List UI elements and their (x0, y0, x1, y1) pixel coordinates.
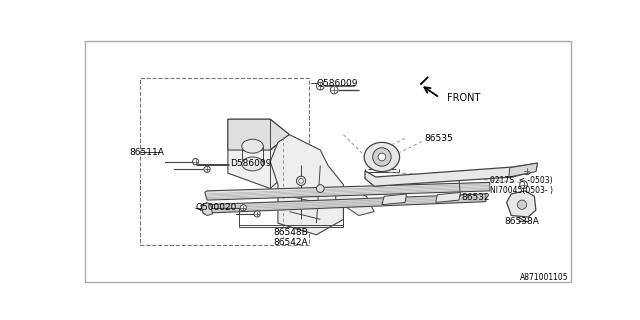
Ellipse shape (364, 142, 399, 172)
Circle shape (254, 211, 260, 217)
Polygon shape (507, 191, 536, 217)
Circle shape (330, 86, 338, 94)
Text: Q500020: Q500020 (196, 203, 237, 212)
Polygon shape (228, 119, 289, 150)
Circle shape (316, 185, 324, 192)
Text: 0217S  < -0503): 0217S < -0503) (490, 176, 553, 185)
Circle shape (517, 200, 527, 209)
Circle shape (520, 181, 527, 188)
Polygon shape (201, 203, 212, 215)
Bar (140, 78, 308, 245)
Circle shape (378, 153, 386, 161)
Circle shape (204, 166, 210, 172)
Text: 86532: 86532 (461, 193, 490, 202)
Text: 86511A: 86511A (129, 148, 164, 157)
Polygon shape (336, 188, 374, 215)
Ellipse shape (242, 139, 263, 153)
Circle shape (193, 158, 198, 165)
Circle shape (316, 82, 324, 90)
Circle shape (523, 167, 531, 175)
Polygon shape (270, 135, 344, 235)
Polygon shape (382, 194, 406, 205)
Polygon shape (509, 163, 538, 177)
Polygon shape (205, 182, 490, 200)
Polygon shape (365, 163, 538, 186)
Circle shape (240, 205, 246, 211)
Text: NI70045(0503- ): NI70045(0503- ) (490, 186, 553, 195)
Circle shape (296, 176, 306, 186)
Text: D586009: D586009 (230, 159, 271, 168)
Text: 86538A: 86538A (504, 217, 540, 226)
Circle shape (299, 179, 303, 183)
Text: 86548B: 86548B (274, 228, 308, 237)
Circle shape (372, 148, 391, 166)
Text: A871001105: A871001105 (520, 273, 568, 282)
Polygon shape (436, 192, 460, 203)
Polygon shape (228, 119, 289, 188)
Text: 86535: 86535 (424, 134, 453, 143)
Text: 86542A: 86542A (274, 238, 308, 247)
Polygon shape (201, 194, 486, 213)
Ellipse shape (242, 157, 263, 171)
Text: FRONT: FRONT (447, 93, 481, 103)
Text: Q586009: Q586009 (316, 78, 358, 88)
